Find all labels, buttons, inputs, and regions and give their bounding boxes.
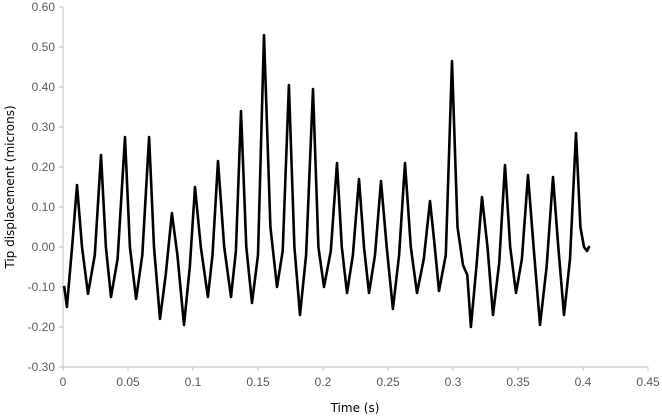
y-axis: 0.60 0.50 0.40 0.30 0.20 0.10 0.00 -0.10 -0.20 -0… [28, 0, 64, 374]
x-tick-label: 0.1 [185, 375, 202, 389]
x-tick-label: 0.35 [506, 375, 530, 389]
y-tick-label: 0.60 [32, 0, 56, 14]
y-tick-label: 0.50 [32, 40, 56, 54]
x-axis-title: Time (s) [330, 401, 380, 415]
y-tick-label: 0.30 [32, 120, 56, 134]
y-tick-label: -0.30 [28, 360, 56, 374]
x-axis: 0 0.05 0.1 0.15 0.2 0.25 0.3 0.35 0.4 0.45 [60, 366, 660, 389]
y-tick-label: 0.00 [32, 240, 56, 254]
x-tick-label: 0.05 [116, 375, 140, 389]
plot-area [63, 33, 591, 329]
x-tick-label: 0.2 [315, 375, 332, 389]
y-axis-title: Tip displacement (microns) [3, 105, 17, 269]
x-tick-label: 0.4 [575, 375, 592, 389]
data-series-line [63, 33, 591, 329]
x-tick-label: 0.3 [445, 375, 462, 389]
x-tick-label: 0.25 [376, 375, 400, 389]
y-tick-label: -0.20 [28, 320, 56, 334]
x-tick-label: 0.45 [636, 375, 660, 389]
y-tick-label: 0.20 [32, 160, 56, 174]
y-tick-label: 0.10 [32, 200, 56, 214]
y-tick-label: 0.40 [32, 80, 56, 94]
x-tick-label: 0.15 [246, 375, 270, 389]
x-tick-label: 0 [60, 375, 67, 389]
y-tick-label: -0.10 [28, 280, 56, 294]
